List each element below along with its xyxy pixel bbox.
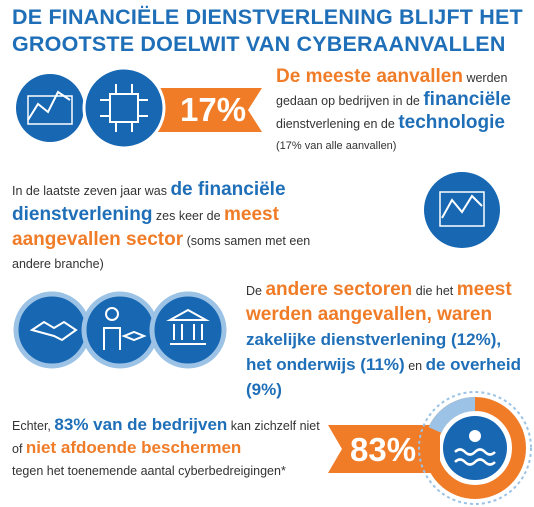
banner <box>328 425 440 473</box>
icon <box>443 416 507 480</box>
text: en <box>408 359 423 373</box>
text: kan zichzelf niet of <box>12 419 320 456</box>
icon-pins <box>100 84 148 132</box>
icon-line <box>441 194 483 219</box>
emphasis: de overheid (9%) <box>246 355 521 399</box>
icon-handshake <box>29 320 78 342</box>
text: werden gedaan op bedrijven in de <box>276 71 508 108</box>
text: die het <box>415 284 454 298</box>
emphasis: de financiële dienstverlening <box>12 179 286 225</box>
text-block: Echter, 83% van de bedrijven kan zichzel… <box>12 414 322 482</box>
icon-cap <box>103 327 147 350</box>
icon <box>149 291 227 369</box>
icon-line <box>27 90 71 121</box>
text: dienstverlening en de <box>276 117 395 131</box>
emphasis: technologie <box>398 112 505 133</box>
title-line: DE FINANCIËLE DIENSTVERLENING BLIJFT HET <box>12 5 523 29</box>
ring <box>418 391 532 505</box>
emphasis: niet afdoende beschermen <box>25 438 242 457</box>
emphasis: andere sectoren <box>265 279 413 300</box>
text: Echter, <box>12 419 51 433</box>
emphasis: 83% van de bedrijven <box>54 415 228 434</box>
text: In de laatste zeven jaar was <box>12 184 167 198</box>
icon-waves <box>454 448 496 466</box>
text: De <box>246 284 262 298</box>
text-block: De meeste aanvallen werden gedaan op bed… <box>276 66 531 157</box>
icon-frame <box>439 191 485 227</box>
emphasis: meest werden aangevallen, waren <box>246 279 512 325</box>
icon-head <box>469 430 481 442</box>
icon <box>82 66 166 150</box>
text: (soms samen met een andere branche) <box>12 234 311 271</box>
icon-building <box>166 308 210 345</box>
title: DE FINANCIËLE DIENSTVERLENING BLIJFT HET… <box>12 4 523 58</box>
text: zes keer de <box>155 209 221 223</box>
emphasis: financiële <box>423 89 512 110</box>
icon-chip <box>109 93 139 123</box>
text-block: De andere sectoren die het meest werden … <box>246 278 521 403</box>
icon <box>424 172 500 248</box>
icons <box>13 291 227 369</box>
stat: 17% <box>180 91 246 128</box>
text-block: In de laatste zeven jaar was de financië… <box>12 178 342 276</box>
stat: 83% <box>350 431 416 468</box>
text: (17% van alle aanvallen) <box>276 140 397 152</box>
banner <box>150 88 262 132</box>
text: tegen het toenemende aantal cyberbedreig… <box>12 464 286 478</box>
icon-person <box>105 307 119 321</box>
donut-part <box>428 397 476 434</box>
emphasis: meest aangevallen sector <box>12 204 279 250</box>
title-line: GROOTSTE DOELWIT VAN CYBERAANVALLEN <box>12 32 506 56</box>
icon-frame <box>27 95 73 125</box>
emphasis: zakelijke dienstverlening (12%), het ond… <box>246 330 502 374</box>
emphasis: De meeste aanvallen <box>276 66 463 87</box>
